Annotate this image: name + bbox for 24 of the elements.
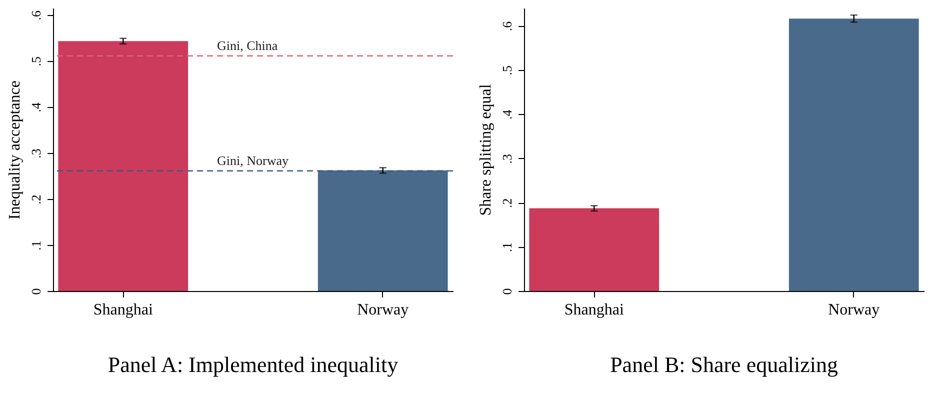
y-tick-label: .2 xyxy=(500,198,514,208)
y-tick-label: .4 xyxy=(500,109,514,120)
ref-line-label: Gini, China xyxy=(217,38,278,53)
y-tick-label: .6 xyxy=(500,20,514,32)
y-tick-label: .1 xyxy=(28,240,44,250)
text: Panel A: Implemented inequality xyxy=(108,352,398,377)
x-tick-label: Norway xyxy=(828,302,880,318)
y-tick-label: 0 xyxy=(500,288,514,295)
y-axis-title: Inequality acceptance xyxy=(6,80,24,220)
y-tick-label: .1 xyxy=(500,242,514,252)
y-tick-label: .3 xyxy=(28,148,44,158)
y-axis-title: Share splitting equal xyxy=(478,84,494,216)
y-tick-label: .5 xyxy=(28,56,44,66)
text: Panel B: Share equalizing xyxy=(610,352,838,377)
x-tick-label: Norway xyxy=(357,302,409,318)
ref-line-label: Gini, Norway xyxy=(217,152,289,168)
y-tick-label: 0 xyxy=(28,288,44,295)
y-tick-label: .2 xyxy=(28,194,44,204)
y-tick-label: .4 xyxy=(28,102,44,112)
x-tick-label: Shanghai xyxy=(564,302,624,318)
x-tick-label: Shanghai xyxy=(93,302,154,318)
y-tick-label: .5 xyxy=(500,66,514,76)
y-tick-label: .6 xyxy=(28,10,44,20)
y-tick-label: .3 xyxy=(500,154,514,164)
